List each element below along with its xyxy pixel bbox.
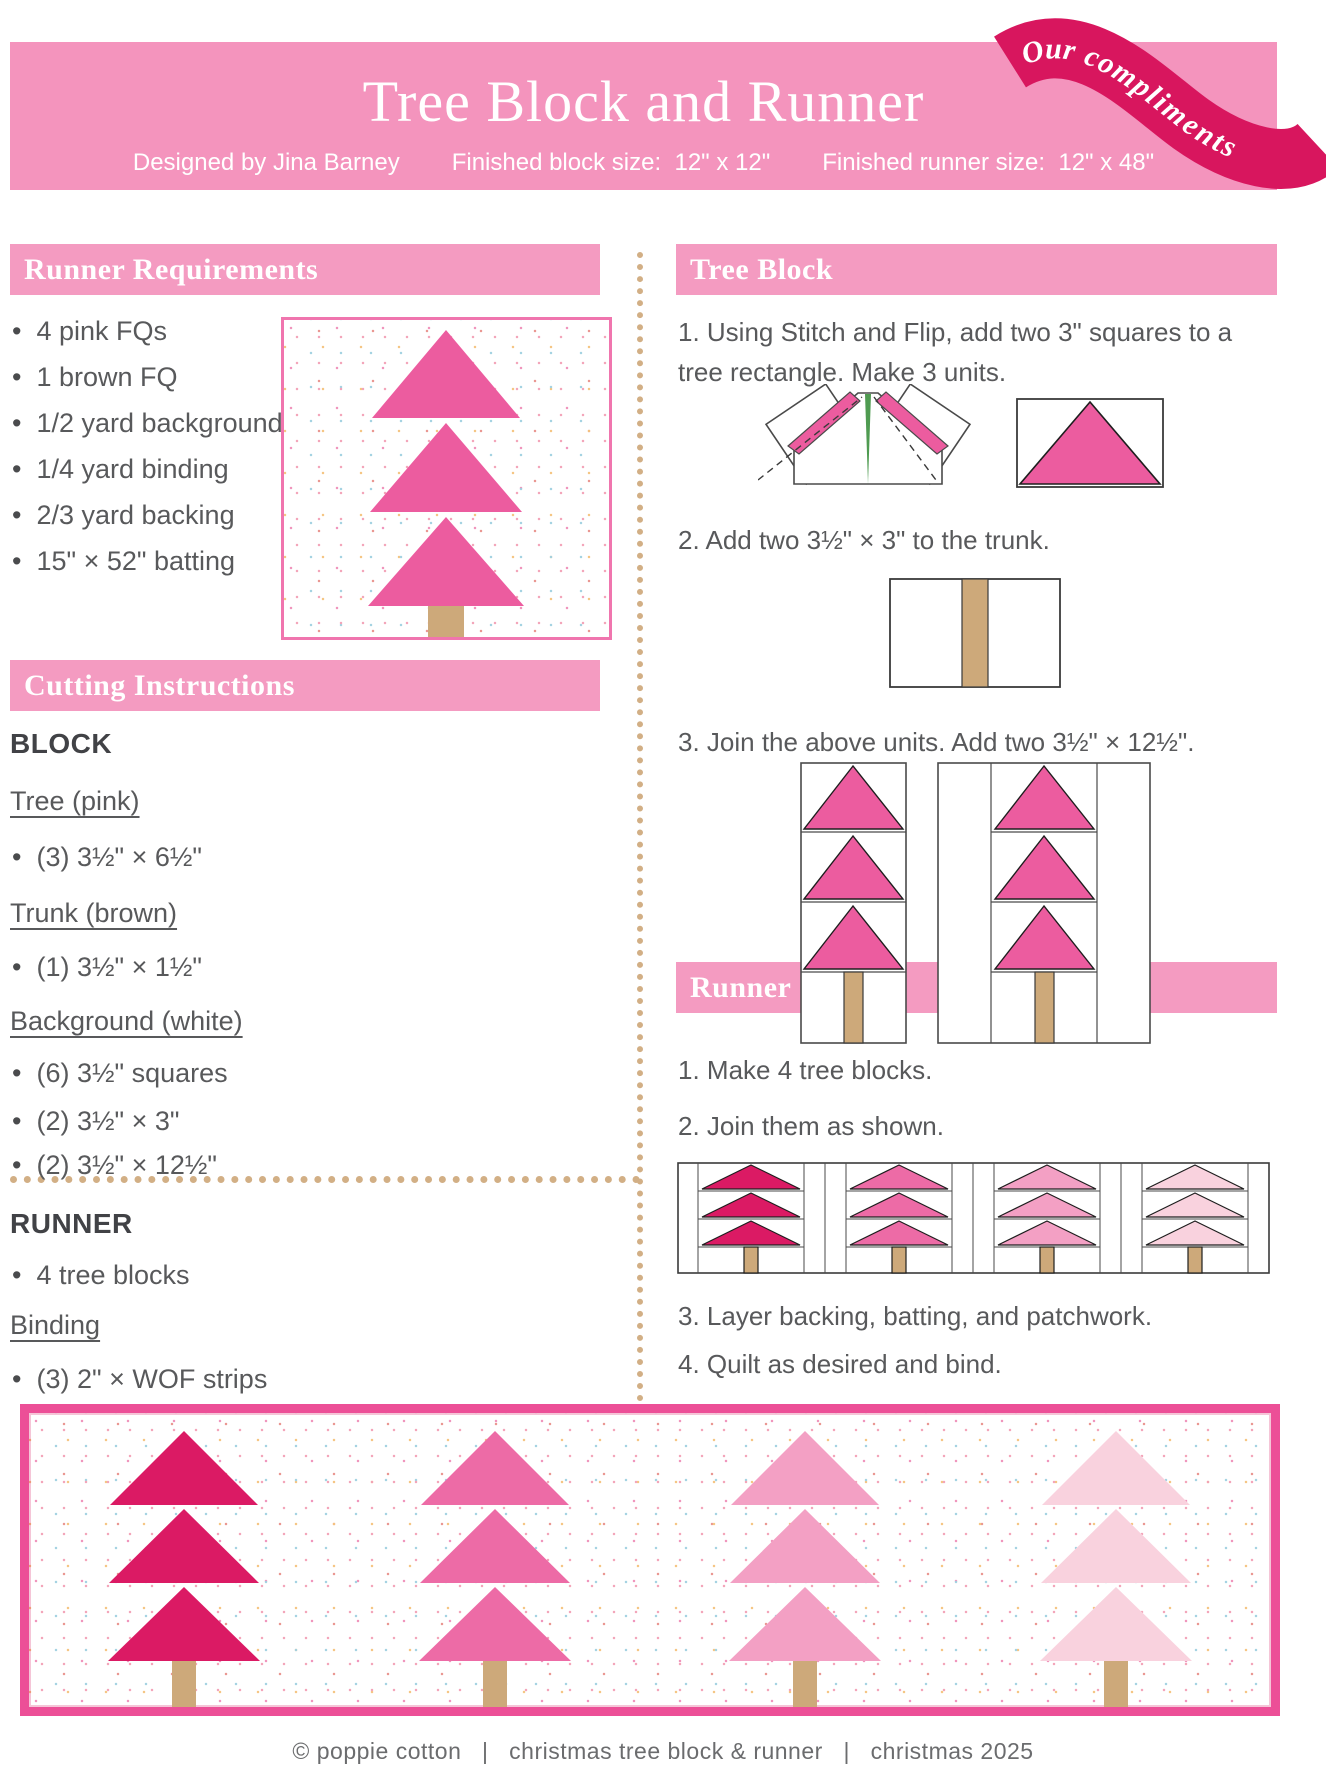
- runner-assembly-diagram: [677, 1162, 1270, 1274]
- footer-credit: © poppie cotton | christmas tree block &…: [292, 1738, 1034, 1764]
- section-runner-requirements: Runner Requirements: [10, 244, 600, 295]
- requirement-item: 15" × 52" batting: [12, 546, 235, 577]
- tree-step-2: 2. Add two 3½" × 3" to the trunk.: [678, 525, 1050, 555]
- runner-trees: [108, 1431, 1192, 1707]
- tree-trunk: [428, 606, 464, 637]
- pink-strip: [875, 391, 949, 455]
- requirement-item: 2/3 yard backing: [12, 500, 234, 531]
- cut-item: 4 tree blocks: [12, 1260, 189, 1291]
- cut-item: (2) 3½" × 12½": [12, 1150, 217, 1181]
- trunk-label: Trunk (brown): [10, 898, 178, 928]
- runner-tree-3: [729, 1431, 881, 1707]
- runner-tree-1: [108, 1431, 260, 1707]
- finished-runner-size: Finished runner size: 12" x 48": [822, 149, 1155, 176]
- runner-tree-2: [419, 1431, 571, 1707]
- compliments-ribbon: Our compliments: [994, 18, 1326, 189]
- tree-block-sashed-diagram: [937, 762, 1151, 1044]
- finished-block-size: Finished block size: 12" x 12": [451, 149, 771, 176]
- green-sliver: [865, 394, 871, 484]
- column-divider: [637, 252, 643, 1402]
- section-tree-block: Tree Block: [676, 244, 1277, 295]
- requirement-item: 4 pink FQs: [12, 316, 167, 347]
- runner-step-3: 3. Layer backing, batting, and patchwork…: [678, 1301, 1153, 1331]
- background-label: Background (white): [10, 1006, 243, 1036]
- binding-label: Binding: [10, 1310, 101, 1340]
- stitch-and-flip-diagram: [758, 384, 972, 486]
- tree-triangle: [372, 330, 520, 418]
- tree-block-diagram: [800, 762, 907, 1044]
- tree-label: Tree (pink): [10, 786, 140, 816]
- tree-block-image: [281, 317, 612, 640]
- requirement-item: 1/2 yard background: [12, 408, 282, 439]
- cut-item: (3) 2" × WOF strips: [12, 1364, 267, 1395]
- runner-preview-image: [20, 1404, 1280, 1716]
- runner-heading: RUNNER: [10, 1208, 133, 1239]
- runner-step-1: 1. Make 4 tree blocks.: [678, 1055, 933, 1085]
- tree-step-1: 1. Using Stitch and Flip, add two 3" squ…: [678, 317, 1233, 387]
- runner-tree-4: [1040, 1431, 1192, 1707]
- requirement-item: 1/4 yard binding: [12, 454, 228, 485]
- trunk-unit-diagram: [889, 578, 1061, 688]
- tree-triangle: [370, 423, 522, 512]
- block-heading: BLOCK: [10, 728, 113, 759]
- cut-item: (6) 3½" squares: [12, 1058, 227, 1089]
- cut-item: (1) 3½" × 1½": [12, 952, 202, 983]
- cut-item: (3) 3½" × 6½": [12, 842, 202, 873]
- section-cutting-instructions: Cutting Instructions: [10, 660, 600, 711]
- designed-by: Designed by Jina Barney: [132, 149, 400, 176]
- subtitle: Designed by Jina Barney Finished block s…: [10, 149, 1277, 177]
- runner-step-4: 4. Quilt as desired and bind.: [678, 1349, 1002, 1379]
- tree-step-3: 3. Join the above units. Add two 3½" × 1…: [678, 727, 1195, 757]
- pink-strip: [787, 391, 861, 455]
- runner-step-2: 2. Join them as shown.: [678, 1111, 944, 1141]
- cutting-divider: [10, 1176, 640, 1183]
- flying-geese-diagram: [1016, 398, 1164, 488]
- tree-illustration: [368, 330, 524, 637]
- cut-item: (2) 3½" × 3": [12, 1106, 179, 1137]
- requirement-item: 1 brown FQ: [12, 362, 177, 393]
- page-title: Tree Block and Runner: [362, 69, 925, 134]
- tree-triangle: [368, 517, 524, 606]
